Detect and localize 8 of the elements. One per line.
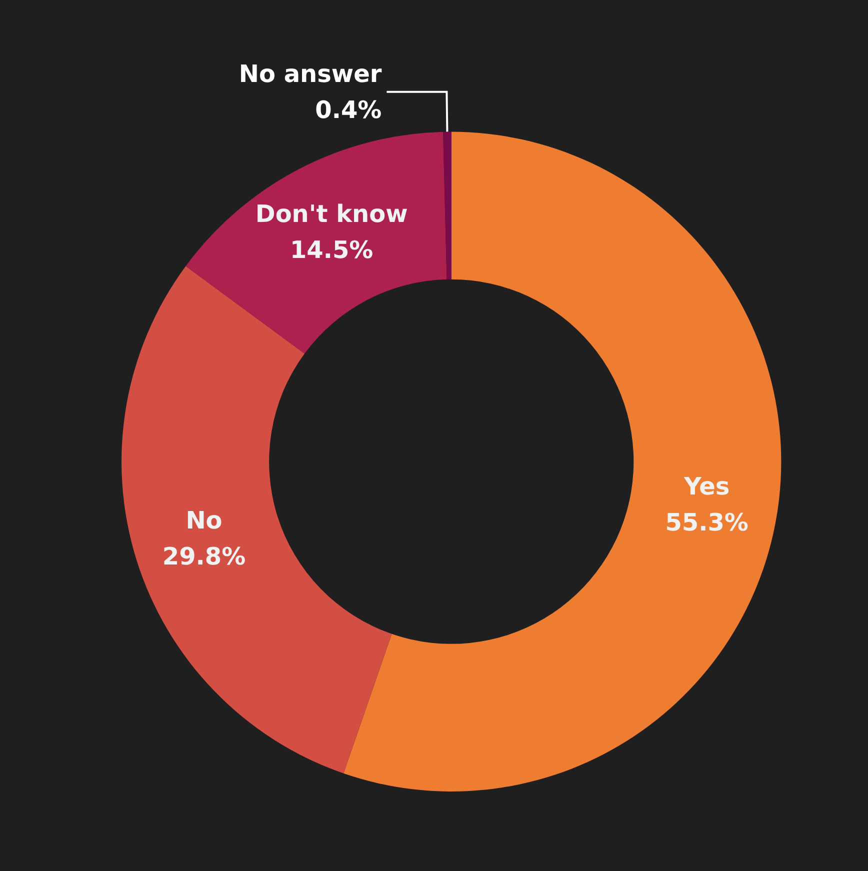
slice-label: Yes xyxy=(682,472,730,501)
slice-label: Don't know xyxy=(255,200,408,228)
data-label: 14.5% xyxy=(290,236,374,264)
slice-label: No xyxy=(186,506,222,535)
data-label: 0.4% xyxy=(315,96,382,124)
data-label: 55.3% xyxy=(665,508,748,537)
data-label: 29.8% xyxy=(162,542,246,571)
slice-label: No answer xyxy=(238,60,382,88)
